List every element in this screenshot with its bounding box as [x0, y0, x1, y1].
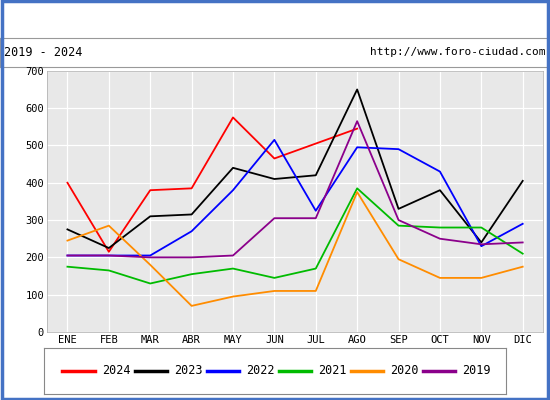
Text: http://www.foro-ciudad.com: http://www.foro-ciudad.com [370, 47, 546, 57]
Text: 2023: 2023 [174, 364, 202, 378]
Text: Evolucion Nº Turistas Extranjeros en el municipio de Montefrío: Evolucion Nº Turistas Extranjeros en el … [56, 12, 494, 26]
Text: 2019 - 2024: 2019 - 2024 [4, 46, 83, 59]
Text: 2019: 2019 [462, 364, 491, 378]
Text: 2022: 2022 [246, 364, 274, 378]
Text: 2020: 2020 [390, 364, 419, 378]
Text: 2024: 2024 [102, 364, 130, 378]
Text: 2021: 2021 [318, 364, 346, 378]
